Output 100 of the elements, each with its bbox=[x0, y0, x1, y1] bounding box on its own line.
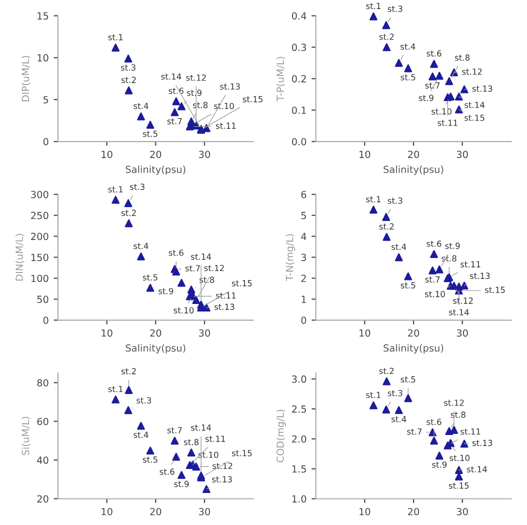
annotation: st.6 bbox=[168, 250, 184, 256]
y-tick-label: 20 bbox=[37, 495, 48, 503]
y-axis-title: DIN(uM/L) bbox=[15, 234, 24, 281]
x-tick-label: 10 bbox=[360, 150, 370, 158]
annotation: st.15 bbox=[448, 482, 469, 489]
annotation: st.3 bbox=[388, 6, 402, 12]
y-tick-label: 0 bbox=[43, 316, 48, 324]
annotation: st.6 bbox=[168, 88, 184, 94]
x-tick-label: 20 bbox=[150, 150, 162, 158]
x-tick-label: 20 bbox=[408, 508, 420, 516]
y-axis-title: T-P(uM/L) bbox=[276, 56, 286, 102]
y-axis-title: Si(uM/L) bbox=[22, 416, 30, 456]
annotation: st.11 bbox=[438, 120, 458, 126]
y-tick-label: 60 bbox=[37, 418, 48, 426]
y-tick-label: 1.5 bbox=[292, 465, 306, 473]
annotation: st.9 bbox=[158, 288, 174, 294]
annotation: st.12 bbox=[204, 264, 224, 272]
annotation: st.7 bbox=[425, 82, 440, 89]
annotation: st.8 bbox=[184, 438, 199, 446]
annotation: st.4 bbox=[392, 416, 406, 422]
annotation: st.13 bbox=[220, 83, 240, 90]
annotation: st.8 bbox=[193, 102, 208, 108]
y-tick-label: 0.3 bbox=[292, 44, 306, 52]
annotation: st.12 bbox=[462, 68, 482, 75]
x-axis-title: Salinity(psu) bbox=[126, 166, 186, 175]
annotation: st.15 bbox=[485, 286, 505, 293]
y-tick-label: 2.0 bbox=[292, 435, 306, 443]
y-tick-label: 1 bbox=[302, 296, 306, 303]
annotation: st.8 bbox=[455, 54, 470, 61]
annotation: st.1 bbox=[366, 392, 380, 398]
y-tick-label: 50 bbox=[37, 296, 48, 304]
x-tick-label: 30 bbox=[199, 508, 210, 516]
annotation: st.8 bbox=[442, 255, 456, 262]
annotation: st.7 bbox=[167, 118, 182, 124]
annotation: st.11 bbox=[216, 122, 236, 129]
annotation: st.15 bbox=[232, 280, 252, 286]
annotation: st.5 bbox=[400, 74, 416, 80]
annotation: st.13 bbox=[214, 304, 234, 310]
y-tick-label: 4 bbox=[301, 232, 306, 240]
annotation: st.4 bbox=[400, 44, 416, 50]
x-tick-label: 30 bbox=[199, 329, 210, 337]
annotation: st.5 bbox=[400, 376, 416, 382]
annotation: st.3 bbox=[136, 397, 152, 404]
x-tick-label: 10 bbox=[102, 508, 112, 516]
y-tick-label: 2.5 bbox=[292, 405, 306, 413]
annotation: st.14 bbox=[464, 102, 485, 108]
annotation: st.14 bbox=[467, 466, 487, 472]
annotation: st.1 bbox=[108, 386, 123, 392]
annotation: st.13 bbox=[472, 440, 492, 446]
x-tick-label: 10 bbox=[360, 329, 370, 337]
y-axis-title: COD(mg/L) bbox=[276, 410, 286, 462]
y-tick-label: 0 bbox=[301, 316, 306, 324]
annotation: st.11 bbox=[216, 292, 236, 299]
annotation: st.7 bbox=[185, 265, 200, 272]
annotation: st.11 bbox=[460, 261, 480, 268]
annotation: st.7 bbox=[167, 427, 182, 434]
x-tick-label: 20 bbox=[408, 329, 420, 337]
annotation: st.8 bbox=[450, 412, 466, 418]
annotation: st.4 bbox=[134, 102, 148, 110]
annotation: st.9 bbox=[186, 90, 202, 96]
y-tick-label: 250 bbox=[31, 212, 48, 220]
annotation: st.3 bbox=[388, 390, 402, 396]
annotation: st.10 bbox=[174, 307, 194, 314]
x-tick-label: 20 bbox=[408, 150, 420, 158]
y-axis-title: DIP(uM/L) bbox=[22, 56, 30, 102]
y-tick-label: 0.4 bbox=[292, 12, 306, 20]
y-tick-label: 2 bbox=[301, 274, 306, 282]
annotation: st.9 bbox=[445, 242, 460, 249]
y-tick-label: 40 bbox=[37, 456, 48, 464]
annotation: st.2 bbox=[121, 76, 136, 84]
x-tick-label: 10 bbox=[102, 150, 112, 158]
annotation: st.13 bbox=[470, 272, 490, 279]
annotation: st.5 bbox=[142, 274, 158, 281]
annotation: st.13 bbox=[212, 476, 232, 482]
annotation: st.12 bbox=[186, 74, 206, 81]
x-axis-title: Salinity(psu) bbox=[126, 344, 186, 354]
annotation: st.8 bbox=[200, 276, 214, 283]
annotation: st.13 bbox=[472, 85, 492, 92]
annotation: st.5 bbox=[142, 456, 158, 463]
annotation: st.15 bbox=[232, 450, 252, 456]
x-axis-title: Salinity(psu) bbox=[384, 344, 444, 354]
annotation: st.6 bbox=[426, 418, 442, 426]
y-tick-label: 10 bbox=[38, 54, 48, 62]
annotation: st.5 bbox=[400, 282, 416, 288]
y-tick-label: 300 bbox=[31, 190, 48, 198]
annotation: st.9 bbox=[174, 480, 189, 488]
y-tick-label: 200 bbox=[31, 232, 48, 240]
annotation: st.3 bbox=[130, 184, 144, 190]
annotation: st.14 bbox=[191, 424, 212, 431]
annotation: st.1 bbox=[366, 2, 380, 10]
annotation: st.9 bbox=[432, 461, 447, 468]
y-tick-label: 1.0 bbox=[292, 495, 306, 503]
annotation: st.10 bbox=[425, 290, 445, 298]
y-tick-label: 150 bbox=[31, 254, 48, 262]
annotation: st.10 bbox=[214, 102, 234, 110]
annotation: st.7 bbox=[407, 428, 422, 435]
annotation: st.10 bbox=[198, 452, 218, 458]
y-tick-label: 100 bbox=[31, 274, 48, 282]
annotation: st.4 bbox=[134, 242, 148, 250]
annotation: st.14 bbox=[448, 309, 469, 316]
